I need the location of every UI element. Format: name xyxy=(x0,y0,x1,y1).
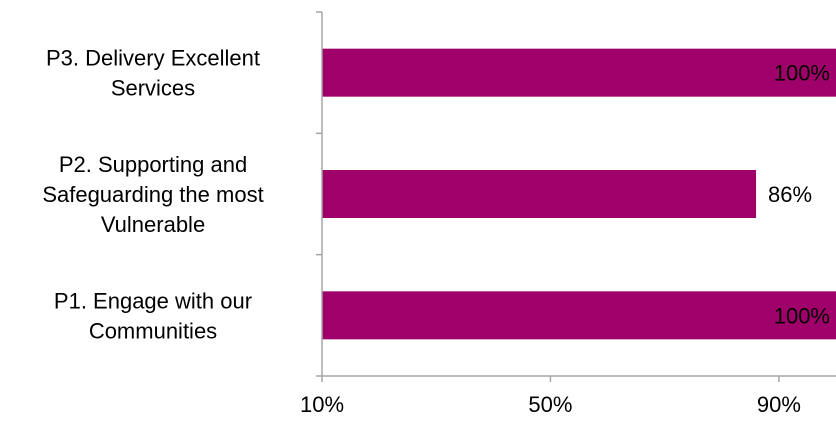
data-label-2: 86% xyxy=(768,182,812,207)
x-tick-label-1: 10% xyxy=(300,392,344,417)
category-label-1-line-1: P3. Delivery Excellent xyxy=(46,46,260,71)
bar-1 xyxy=(322,48,836,97)
data-label-1: 100% xyxy=(774,61,830,86)
bar-3 xyxy=(322,291,836,340)
labels: 100% P3. Delivery Excellent Services 86% P2.… xyxy=(42,46,830,417)
bar-2 xyxy=(322,170,757,218)
category-label-2-line-2: Safeguarding the most xyxy=(42,182,263,207)
x-tick-label-3: 90% xyxy=(757,392,801,417)
category-label-1-line-2: Services xyxy=(111,76,195,101)
axes xyxy=(316,11,836,382)
bars xyxy=(322,48,836,340)
data-label-3: 100% xyxy=(774,303,830,328)
x-tick-label-2: 50% xyxy=(528,392,572,417)
category-label-3-line-2: Communities xyxy=(89,318,217,343)
category-label-3-line-1: P1. Engage with our xyxy=(54,288,252,313)
category-label-2-line-1: P2. Supporting and xyxy=(59,152,247,177)
category-label-2-line-3: Vulnerable xyxy=(101,212,205,237)
